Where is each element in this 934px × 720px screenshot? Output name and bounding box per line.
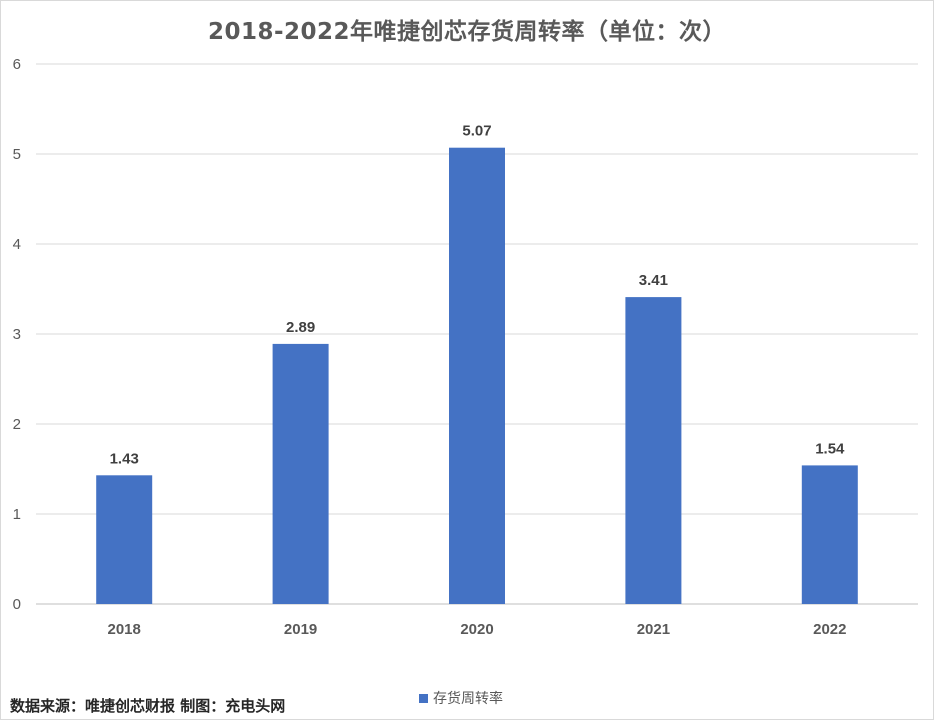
bar — [625, 297, 682, 604]
y-tick-label: 2 — [13, 416, 21, 433]
y-tick-label: 0 — [13, 596, 21, 613]
data-label: 1.54 — [815, 440, 845, 457]
x-tick-label: 2020 — [460, 621, 493, 638]
bar — [801, 465, 858, 604]
source-note: 数据来源：唯捷创芯财报 制图：充电头网 — [10, 697, 286, 715]
x-tick-label: 2021 — [637, 621, 670, 638]
y-tick-label: 5 — [13, 146, 21, 163]
y-tick-label: 3 — [13, 326, 21, 343]
data-label: 3.41 — [639, 272, 668, 289]
y-tick-label: 6 — [13, 56, 21, 73]
x-tick-label: 2022 — [813, 621, 846, 638]
bar — [96, 475, 153, 604]
data-label: 1.43 — [110, 450, 139, 467]
data-label: 2.89 — [286, 319, 315, 336]
bar — [272, 343, 329, 604]
legend-swatch — [419, 693, 428, 703]
chart-legend: 存货周转率 — [419, 688, 503, 708]
bar — [449, 147, 505, 604]
x-tick-label: 2018 — [108, 621, 141, 638]
y-tick-label: 4 — [13, 236, 21, 253]
legend-label: 存货周转率 — [433, 691, 503, 707]
y-tick-label: 1 — [13, 506, 21, 523]
data-label: 5.07 — [462, 123, 491, 140]
x-tick-label: 2019 — [284, 621, 317, 638]
chart-title: 2018-2022年唯捷创芯存货周转率（单位：次） — [207, 19, 727, 45]
